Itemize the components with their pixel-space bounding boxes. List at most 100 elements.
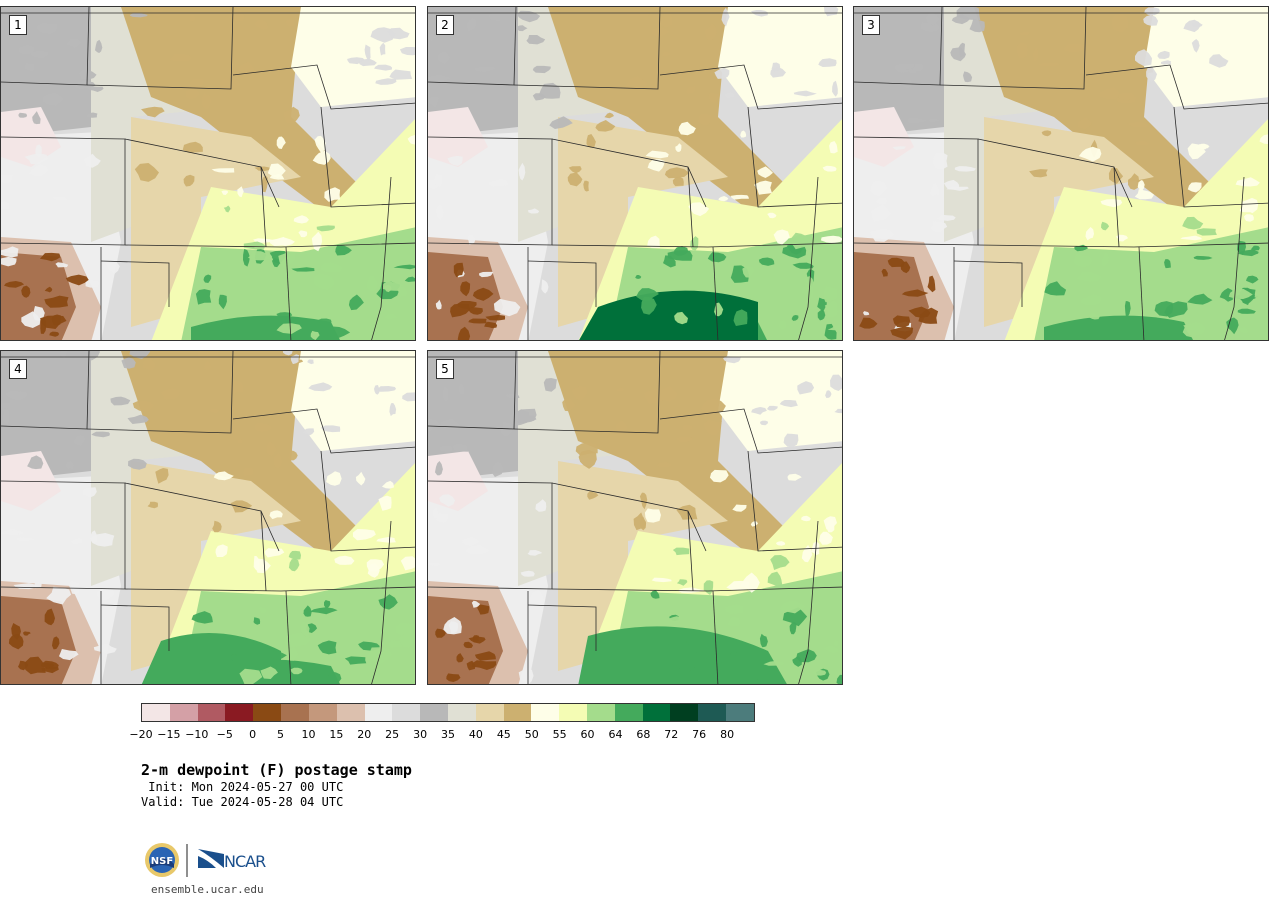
dewpoint-speckle [793,90,817,97]
member-number-label: 2 [436,15,454,35]
dewpoint-speckle [437,51,451,64]
colorbar-swatch [281,704,309,721]
dewpoint-speckle [215,544,228,557]
state-boundary [285,590,292,684]
dewpoint-speckle [44,608,55,626]
dewpoint-speckle [147,501,158,509]
dewpoint-speckle [583,180,589,192]
dewpoint-speckle [46,586,72,605]
dewpoint-speckle [276,323,302,334]
ncar-logo-icon: NCAR [198,849,267,871]
dewpoint-speckle [4,391,29,401]
dewpoint-speckle [467,234,476,245]
dewpoint-speckle [320,262,344,273]
colorbar-tick-label: −10 [185,728,209,741]
colorbar-swatch [420,704,448,721]
dewpoint-speckle [823,7,839,17]
dewpoint-speckle [230,380,244,395]
state-boundary [747,106,842,208]
dewpoint-speckle [696,650,716,657]
dewpoint-speckle [927,275,936,293]
dewpoint-speckle [91,431,110,438]
dewpoint-speckle [299,621,310,637]
dewpoint-speckle [127,414,149,424]
dewpoint-speckle [44,295,69,308]
dewpoint-speckle [34,582,42,589]
dewpoint-speckle [639,492,648,510]
dewpoint-region [1044,315,1193,340]
dewpoint-speckle [262,175,268,193]
dewpoint-region [121,351,371,561]
dewpoint-speckle [18,44,35,55]
dewpoint-speckle [723,92,736,99]
dewpoint-speckle [517,10,541,23]
state-boundary [260,510,267,592]
dewpoint-speckle [887,257,905,268]
dewpoint-speckle [1085,227,1094,241]
state-boundary [953,260,1023,307]
dewpoint-speckle [237,186,244,198]
dewpoint-speckle [647,235,660,248]
colorbar-swatch [726,704,754,721]
dewpoint-speckle [309,607,338,615]
dewpoint-speckle [823,646,839,654]
dewpoint-speckle [473,66,496,72]
dewpoint-speckle [767,405,778,411]
dewpoint-speckle [376,536,396,543]
dewpoint-region [131,461,301,671]
dewpoint-speckle [714,67,730,79]
dewpoint-speckle [1127,121,1148,128]
colorbar-swatch [225,704,254,721]
dewpoint-speckle [834,408,842,414]
dewpoint-speckle [493,298,521,317]
member-number-label: 4 [9,359,27,379]
dewpoint-speckle [1128,173,1140,190]
dewpoint-speckle [918,307,939,324]
colorbar-swatch [475,704,504,721]
dewpoint-speckle [326,471,342,486]
dewpoint-speckle [900,261,911,274]
colorbar-swatch [559,704,587,721]
colorbar-tick-label: 76 [692,728,707,741]
dewpoint-speckle [647,159,665,172]
dewpoint-speckle [230,500,253,513]
dewpoint-speckle [778,320,787,329]
state-boundary [371,176,392,340]
dewpoint-speckle [1254,291,1262,300]
dewpoint-speckle [44,286,53,293]
dewpoint-speckle [260,666,278,679]
dewpoint-speckle [629,112,639,117]
dewpoint-speckle [302,428,315,436]
dewpoint-region [428,107,488,167]
dewpoint-speckle [526,35,546,45]
dewpoint-region [291,351,415,451]
dewpoint-speckle [30,50,49,59]
dewpoint-speckle [1182,216,1204,230]
postage-stamp-map: 1 [0,6,416,341]
dewpoint-speckle [273,452,283,469]
dewpoint-speckle [1183,321,1206,336]
dewpoint-speckle [432,173,443,188]
dewpoint-speckle [366,559,385,572]
colorbar-tick-label: 68 [636,728,651,741]
colorbar-tick-label: 64 [608,728,623,741]
dewpoint-speckle [68,580,80,595]
dewpoint-region [291,7,415,107]
dewpoint-speckle [721,7,730,27]
dewpoint-speckle [428,562,441,567]
dewpoint-speckle [364,44,371,62]
dewpoint-speckle [457,326,471,340]
dewpoint-region [548,7,798,217]
dewpoint-speckle [626,11,651,17]
dewpoint-speckle [1100,199,1123,208]
dewpoint-speckle [1183,19,1201,33]
dewpoint-speckle [707,252,727,263]
dewpoint-speckle [797,381,815,395]
dewpoint-speckle [316,225,335,232]
dewpoint-speckle [863,311,870,316]
colorbar-swatch [587,704,615,721]
dewpoint-speckle [243,248,250,267]
dewpoint-speckle [676,436,693,443]
state-boundary [1138,246,1145,340]
dewpoint-speckle [1219,288,1233,302]
